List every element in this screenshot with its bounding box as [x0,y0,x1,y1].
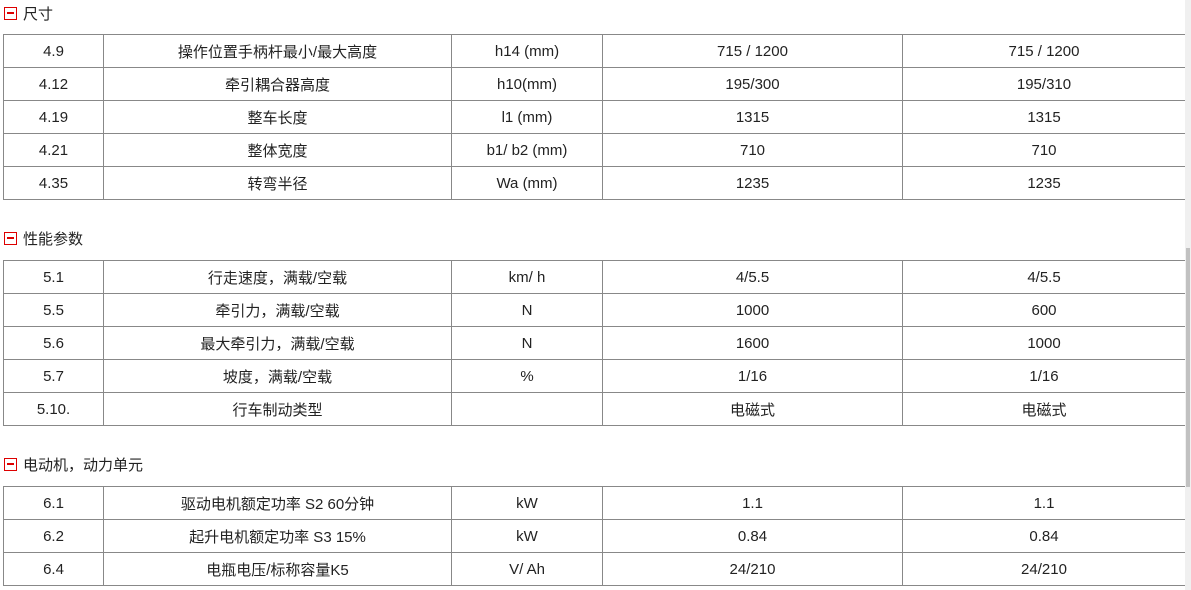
item-no: 4.9 [3,34,104,68]
table-row: 4.21 整体宽度 b1/ b2 (mm) 710 710 [3,133,1186,167]
value-model-1: 1/16 [602,359,903,393]
section-header[interactable]: 电动机，动力单元 [4,454,143,474]
value-model-1: 24/210 [602,552,903,586]
parameter-name: 牵引耦合器高度 [103,67,452,101]
item-no: 4.35 [3,166,104,200]
table-row: 5.6 最大牵引力，满载/空载 N 1600 1000 [3,326,1186,360]
vertical-scrollbar[interactable] [1185,0,1191,590]
section-header[interactable]: 性能参数 [4,228,83,248]
collapse-minus-icon[interactable] [4,457,17,471]
section-title: 性能参数 [23,230,84,248]
value-model-2: 1/16 [902,359,1186,393]
unit: l1 (mm) [451,100,603,134]
spec-table: 6.1 驱动电机额定功率 S2 60分钟 kW 1.1 1.1 6.2 起升电机额定功率 S… [3,486,1186,586]
parameter-name: 起升电机额定功率 S3 15% [103,519,452,553]
parameter-name: 操作位置手柄杆最小/最大高度 [103,34,452,68]
value-model-1: 电磁式 [602,392,903,426]
value-model-2: 1235 [902,166,1186,200]
value-model-1: 710 [602,133,903,167]
parameter-name: 行走速度，满载/空载 [103,260,452,294]
parameter-name: 行车制动类型 [103,392,452,426]
item-no: 6.1 [3,486,104,520]
item-no: 6.4 [3,552,104,586]
value-model-1: 4/5.5 [602,260,903,294]
table-row: 5.7 坡度，满载/空载% 1/16 1/16 [3,359,1186,393]
section-title: 电动机，动力单元 [23,456,144,474]
value-model-1: 715 / 1200 [602,34,903,68]
value-model-1: 195/300 [602,67,903,101]
section-title: 尺寸 [23,5,54,23]
unit: % [451,359,603,393]
value-model-2: 1.1 [902,486,1186,520]
section-header[interactable]: 尺寸 [4,3,53,23]
value-model-1: 1235 [602,166,903,200]
unit: b1/ b2 (mm) [451,133,603,167]
table-row: 4.12 牵引耦合器高度 h10(mm) 195/300 195/310 [3,67,1186,101]
unit: kW [451,519,603,553]
parameter-name: 牵引力，满载/空载 [103,293,452,327]
unit: km/ h [451,260,603,294]
value-model-2: 600 [902,293,1186,327]
spec-table: 5.1 行走速度，满载/空载 km/ h 4/5.5 4/5.5 5.5 牵引力，满载/空载… [3,260,1186,426]
item-no: 4.19 [3,100,104,134]
collapse-minus-icon[interactable] [4,6,17,20]
value-model-1: 1000 [602,293,903,327]
item-no: 5.7 [3,359,104,393]
value-model-1: 1315 [602,100,903,134]
parameter-name: 坡度，满载/空载 [103,359,452,393]
item-no: 4.21 [3,133,104,167]
value-model-2: 4/5.5 [902,260,1186,294]
parameter-name: 驱动电机额定功率 S2 60分钟 [103,486,452,520]
table-row: 6.4 电瓶电压/标称容量K5 V/ Ah 24/210 24/210 [3,552,1186,586]
item-no: 5.10. [3,392,104,426]
parameter-name: 电瓶电压/标称容量K5 [103,552,452,586]
table-row: 4.19 整车长度 l1 (mm) 1315 1315 [3,100,1186,134]
parameter-name: 转弯半径 [103,166,452,200]
table-row: 5.10. 行车制动类型 电磁式 电磁式 [3,392,1186,426]
unit: h10(mm) [451,67,603,101]
item-no: 5.5 [3,293,104,327]
item-no: 5.1 [3,260,104,294]
value-model-2: 1315 [902,100,1186,134]
parameter-name: 整体宽度 [103,133,452,167]
table-row: 5.5 牵引力，满载/空载 N 1000 600 [3,293,1186,327]
value-model-2: 0.84 [902,519,1186,553]
value-model-1: 0.84 [602,519,903,553]
unit: h14 (mm) [451,34,603,68]
table-row: 6.2 起升电机额定功率 S3 15% kW 0.84 0.84 [3,519,1186,553]
value-model-2: 电磁式 [902,392,1186,426]
unit: V/ Ah [451,552,603,586]
value-model-2: 24/210 [902,552,1186,586]
value-model-2: 1000 [902,326,1186,360]
collapse-minus-icon[interactable] [4,231,17,245]
spec-table: 4.9 操作位置手柄杆最小/最大高度 h14 (mm) 715 / 1200 715 /… [3,34,1186,200]
unit [451,392,603,426]
parameter-name: 最大牵引力，满载/空载 [103,326,452,360]
item-no: 5.6 [3,326,104,360]
item-no: 6.2 [3,519,104,553]
scrollbar-thumb[interactable] [1186,248,1190,487]
value-model-1: 1600 [602,326,903,360]
value-model-2: 715 / 1200 [902,34,1186,68]
unit: N [451,326,603,360]
table-row: 5.1 行走速度，满载/空载 km/ h 4/5.5 4/5.5 [3,260,1186,294]
table-row: 4.35 转弯半径 Wa (mm) 1235 1235 [3,166,1186,200]
value-model-1: 1.1 [602,486,903,520]
table-row: 4.9 操作位置手柄杆最小/最大高度 h14 (mm) 715 / 1200 715 /… [3,34,1186,68]
unit: Wa (mm) [451,166,603,200]
table-row: 6.1 驱动电机额定功率 S2 60分钟 kW 1.1 1.1 [3,486,1186,520]
value-model-2: 195/310 [902,67,1186,101]
item-no: 4.12 [3,67,104,101]
unit: N [451,293,603,327]
parameter-name: 整车长度 [103,100,452,134]
value-model-2: 710 [902,133,1186,167]
unit: kW [451,486,603,520]
